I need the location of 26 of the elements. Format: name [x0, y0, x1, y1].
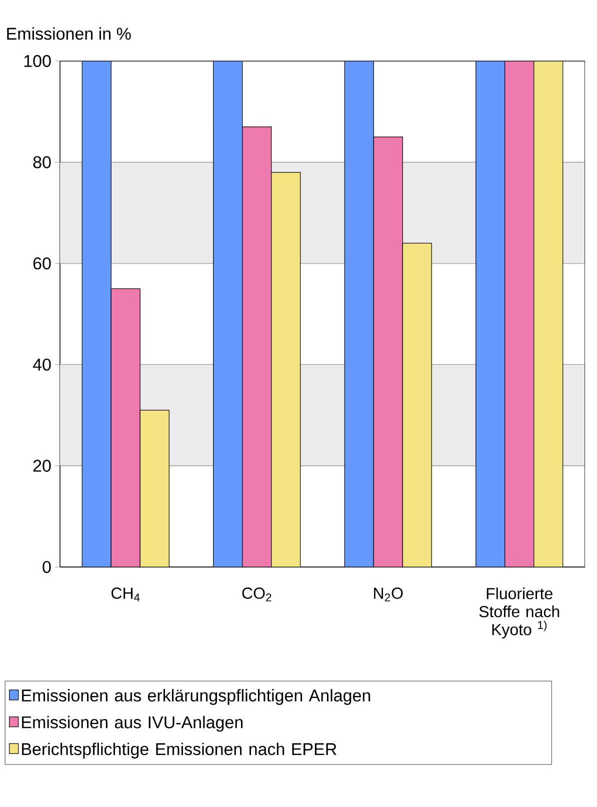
bar [140, 410, 170, 567]
y-tick-label: 60 [33, 257, 51, 270]
y-tick-label: 100 [24, 54, 51, 68]
y-tick-label: 80 [33, 156, 51, 168]
y-tick-label: 40 [32, 358, 51, 371]
y-axis-title: Emissionen in % [7, 27, 131, 40]
bar [402, 242, 432, 567]
bar [534, 61, 564, 567]
bar [373, 136, 403, 567]
y-tick-label: 0 [42, 560, 51, 574]
x-tick-label: CH$_{4}$ [112, 588, 140, 602]
bar [213, 61, 243, 567]
bar [271, 172, 301, 567]
bar [82, 61, 112, 567]
bar [110, 288, 140, 567]
legend-label: Berichtspflichtige Emissionen nach EPER [22, 742, 336, 759]
bar [504, 61, 534, 567]
x-tick-label: N$_{2}$O [374, 588, 403, 602]
bar [476, 61, 506, 567]
y-tick-label: 20 [33, 460, 51, 472]
bar [344, 61, 374, 567]
legend-label: Emissionen aus erklärungspflichtigen Anlagen [22, 689, 370, 705]
x-tick-label: Fluorierte Stoffe nach Kyoto $^{1)}$ [479, 588, 560, 638]
legend-label: Emissionen aus IVU-Anlagen [22, 716, 243, 732]
x-tick-label: CO$_{2}$ [242, 588, 272, 602]
bar [242, 126, 272, 567]
